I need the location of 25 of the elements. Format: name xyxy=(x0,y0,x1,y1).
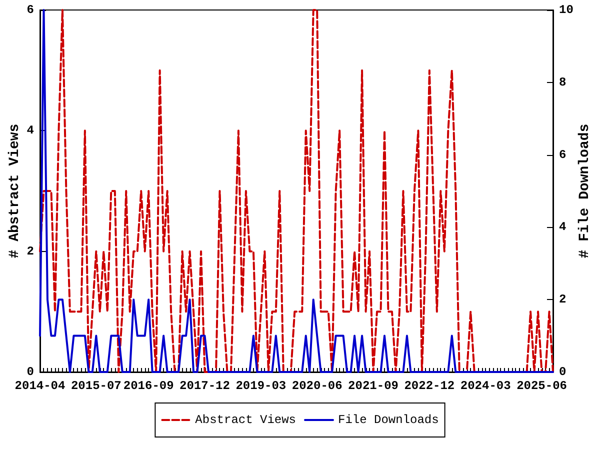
x-tick-label: 2017-12 xyxy=(180,379,230,393)
x-tick-label: 2015-07 xyxy=(70,379,122,393)
x-tick-label: 2021-09 xyxy=(348,379,398,393)
y2-tick-label: 8 xyxy=(559,75,566,90)
y2-axis-title: # File Downloads xyxy=(577,124,593,258)
y-tick-label: 0 xyxy=(26,365,34,379)
y2-tick-label: 6 xyxy=(559,148,566,162)
x-tick-label: 2014-04 xyxy=(14,379,66,393)
x-tick-label: 2020-06 xyxy=(292,379,342,393)
x-tick-label: 2016-09 xyxy=(123,379,174,393)
legend-label: File Downloads xyxy=(338,413,439,427)
y-tick-label: 6 xyxy=(26,3,34,17)
y-tick-label: 2 xyxy=(26,244,34,258)
x-tick-label: 2025-06 xyxy=(516,379,567,393)
y2-tick-label: 10 xyxy=(559,3,574,17)
legend-label: Abstract Views xyxy=(195,413,296,427)
line-series xyxy=(39,9,554,373)
y2-tick-label: 4 xyxy=(559,220,566,234)
x-tick-label: 2022-12 xyxy=(404,379,455,393)
y-axis-title: # Abstract Views xyxy=(7,124,23,258)
y-tick-label: 4 xyxy=(26,124,34,138)
y2-tick-label: 0 xyxy=(559,365,566,379)
x-tick-label: 2024-03 xyxy=(460,379,511,393)
y2-tick-label: 2 xyxy=(559,292,566,307)
x-tick-label: 2019-03 xyxy=(236,379,286,393)
